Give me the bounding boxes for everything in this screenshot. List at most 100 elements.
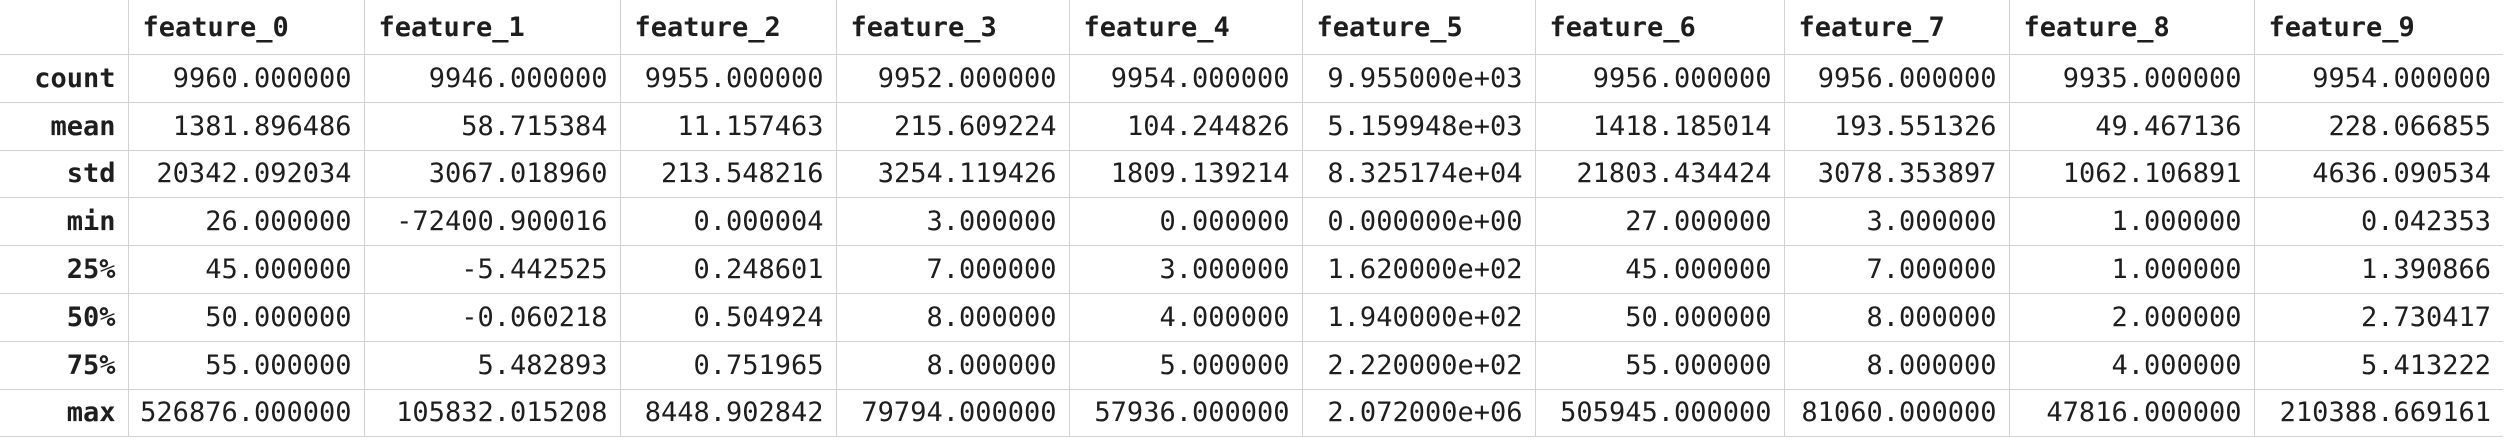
table-cell[interactable]: 9.955000e+03 [1301, 54, 1536, 103]
table-cell[interactable]: 47816.000000 [2008, 388, 2255, 438]
table-cell[interactable]: 9956.000000 [1783, 54, 2010, 103]
table-cell[interactable]: 2.000000 [2008, 292, 2255, 342]
row-index-label: std [0, 149, 129, 199]
table-cell[interactable]: 215.609224 [835, 101, 1070, 151]
table-row: 50% 50.000000 -0.060218 0.504924 8.000000 4.0… [0, 292, 2503, 342]
table-cell[interactable]: 50.000000 [127, 292, 365, 342]
table-cell[interactable]: 1381.896486 [127, 101, 365, 151]
column-header[interactable]: feature_9 [2253, 0, 2503, 55]
table-cell[interactable]: 9954.000000 [1068, 54, 1303, 103]
table-cell[interactable]: 27.000000 [1534, 197, 1785, 247]
column-header[interactable]: feature_2 [619, 0, 837, 55]
table-cell[interactable]: 1.620000e+02 [1301, 245, 1536, 294]
table-cell[interactable]: 0.504924 [619, 292, 837, 342]
table-cell[interactable]: 2.220000e+02 [1301, 340, 1536, 390]
table-cell[interactable]: 526876.000000 [127, 388, 365, 438]
table-cell[interactable]: 213.548216 [619, 149, 837, 199]
table-cell[interactable]: 1.000000 [2008, 197, 2255, 247]
table-cell[interactable]: 105832.015208 [363, 388, 621, 438]
table-cell[interactable]: 9946.000000 [363, 54, 621, 103]
table-cell[interactable]: 5.159948e+03 [1301, 101, 1536, 151]
table-cell[interactable]: 9960.000000 [127, 54, 365, 103]
table-cell[interactable]: 0.000000e+00 [1301, 197, 1536, 247]
table-cell[interactable]: 7.000000 [835, 245, 1070, 294]
table-cell[interactable]: 0.751965 [619, 340, 837, 390]
table-cell[interactable]: 4636.090534 [2253, 149, 2503, 199]
row-index-label: min [0, 197, 129, 247]
table-cell[interactable]: 9956.000000 [1534, 54, 1785, 103]
table-cell[interactable]: 1418.185014 [1534, 101, 1785, 151]
table-cell[interactable]: 9935.000000 [2008, 54, 2255, 103]
table-cell[interactable]: 7.000000 [1783, 245, 2010, 294]
row-index-label: mean [0, 101, 129, 151]
table-cell[interactable]: 3067.018960 [363, 149, 621, 199]
table-cell[interactable]: 20342.092034 [127, 149, 365, 199]
table-cell[interactable]: 8.000000 [1783, 340, 2010, 390]
table-cell[interactable]: 193.551326 [1783, 101, 2010, 151]
column-header[interactable]: feature_7 [1783, 0, 2010, 55]
table-cell[interactable]: 5.482893 [363, 340, 621, 390]
table-cell[interactable]: 0.248601 [619, 245, 837, 294]
table-cell[interactable]: 9954.000000 [2253, 54, 2503, 103]
row-index-label: count [0, 54, 129, 103]
column-header[interactable]: feature_8 [2008, 0, 2255, 55]
table-cell[interactable]: 49.467136 [2008, 101, 2255, 151]
table-cell[interactable]: 2.730417 [2253, 292, 2503, 342]
table-cell[interactable]: 8.325174e+04 [1301, 149, 1536, 199]
table-cell[interactable]: 3078.353897 [1783, 149, 2010, 199]
table-cell[interactable]: 81060.000000 [1783, 388, 2010, 438]
table-cell[interactable]: 104.244826 [1068, 101, 1303, 151]
table-cell[interactable]: 55.000000 [1534, 340, 1785, 390]
table-cell[interactable]: 55.000000 [127, 340, 365, 390]
table-cell[interactable]: 8.000000 [835, 340, 1070, 390]
table-cell[interactable]: 21803.434424 [1534, 149, 1785, 199]
column-header[interactable]: feature_6 [1534, 0, 1785, 55]
table-cell[interactable]: -5.442525 [363, 245, 621, 294]
column-header[interactable]: feature_3 [835, 0, 1070, 55]
table-row: 25% 45.000000 -5.442525 0.248601 7.000000 3.0… [0, 245, 2503, 294]
table-cell[interactable]: 1.940000e+02 [1301, 292, 1536, 342]
table-row: 75% 55.000000 5.482893 0.751965 8.000000 5.00… [0, 340, 2503, 390]
table-cell[interactable]: 3.000000 [1783, 197, 2010, 247]
table-row: max 526876.000000 105832.015208 8448.902842… [0, 388, 2503, 438]
table-cell[interactable]: 57936.000000 [1068, 388, 1303, 438]
column-header[interactable]: feature_5 [1301, 0, 1536, 55]
column-header[interactable]: feature_0 [127, 0, 365, 55]
table-cell[interactable]: 8448.902842 [619, 388, 837, 438]
table-cell[interactable]: 79794.000000 [835, 388, 1070, 438]
table-cell[interactable]: 45.000000 [127, 245, 365, 294]
table-cell[interactable]: 3.000000 [835, 197, 1070, 247]
table-cell[interactable]: 9955.000000 [619, 54, 837, 103]
table-cell[interactable]: 58.715384 [363, 101, 621, 151]
column-header[interactable]: feature_4 [1068, 0, 1303, 55]
table-cell[interactable]: -72400.900016 [363, 197, 621, 247]
table-cell[interactable]: -0.060218 [363, 292, 621, 342]
table-cell[interactable]: 1062.106891 [2008, 149, 2255, 199]
table-cell[interactable]: 0.000004 [619, 197, 837, 247]
table-cell[interactable]: 2.072000e+06 [1301, 388, 1536, 438]
table-cell[interactable]: 45.000000 [1534, 245, 1785, 294]
table-cell[interactable]: 4.000000 [1068, 292, 1303, 342]
table-cell[interactable]: 4.000000 [2008, 340, 2255, 390]
table-cell[interactable]: 0.000000 [1068, 197, 1303, 247]
table-cell[interactable]: 50.000000 [1534, 292, 1785, 342]
table-cell[interactable]: 9952.000000 [835, 54, 1070, 103]
table-cell[interactable]: 11.157463 [619, 101, 837, 151]
table-cell[interactable]: 1809.139214 [1068, 149, 1303, 199]
header-row: feature_0 feature_1 feature_2 feature_3 … [0, 0, 2503, 55]
table-cell[interactable]: 5.000000 [1068, 340, 1303, 390]
table-cell[interactable]: 228.066855 [2253, 101, 2503, 151]
table-cell[interactable]: 3254.119426 [835, 149, 1070, 199]
table-cell[interactable]: 0.042353 [2253, 197, 2503, 247]
table-cell[interactable]: 3.000000 [1068, 245, 1303, 294]
column-header[interactable]: feature_1 [363, 0, 621, 55]
table-cell[interactable]: 505945.000000 [1534, 388, 1785, 438]
table-cell[interactable]: 26.000000 [127, 197, 365, 247]
table-cell[interactable]: 210388.669161 [2253, 388, 2503, 438]
table-cell[interactable]: 1.390866 [2253, 245, 2503, 294]
table-cell[interactable]: 5.413222 [2253, 340, 2503, 390]
table-cell[interactable]: 1.000000 [2008, 245, 2255, 294]
table-cell[interactable]: 8.000000 [1783, 292, 2010, 342]
table-cell[interactable]: 8.000000 [835, 292, 1070, 342]
